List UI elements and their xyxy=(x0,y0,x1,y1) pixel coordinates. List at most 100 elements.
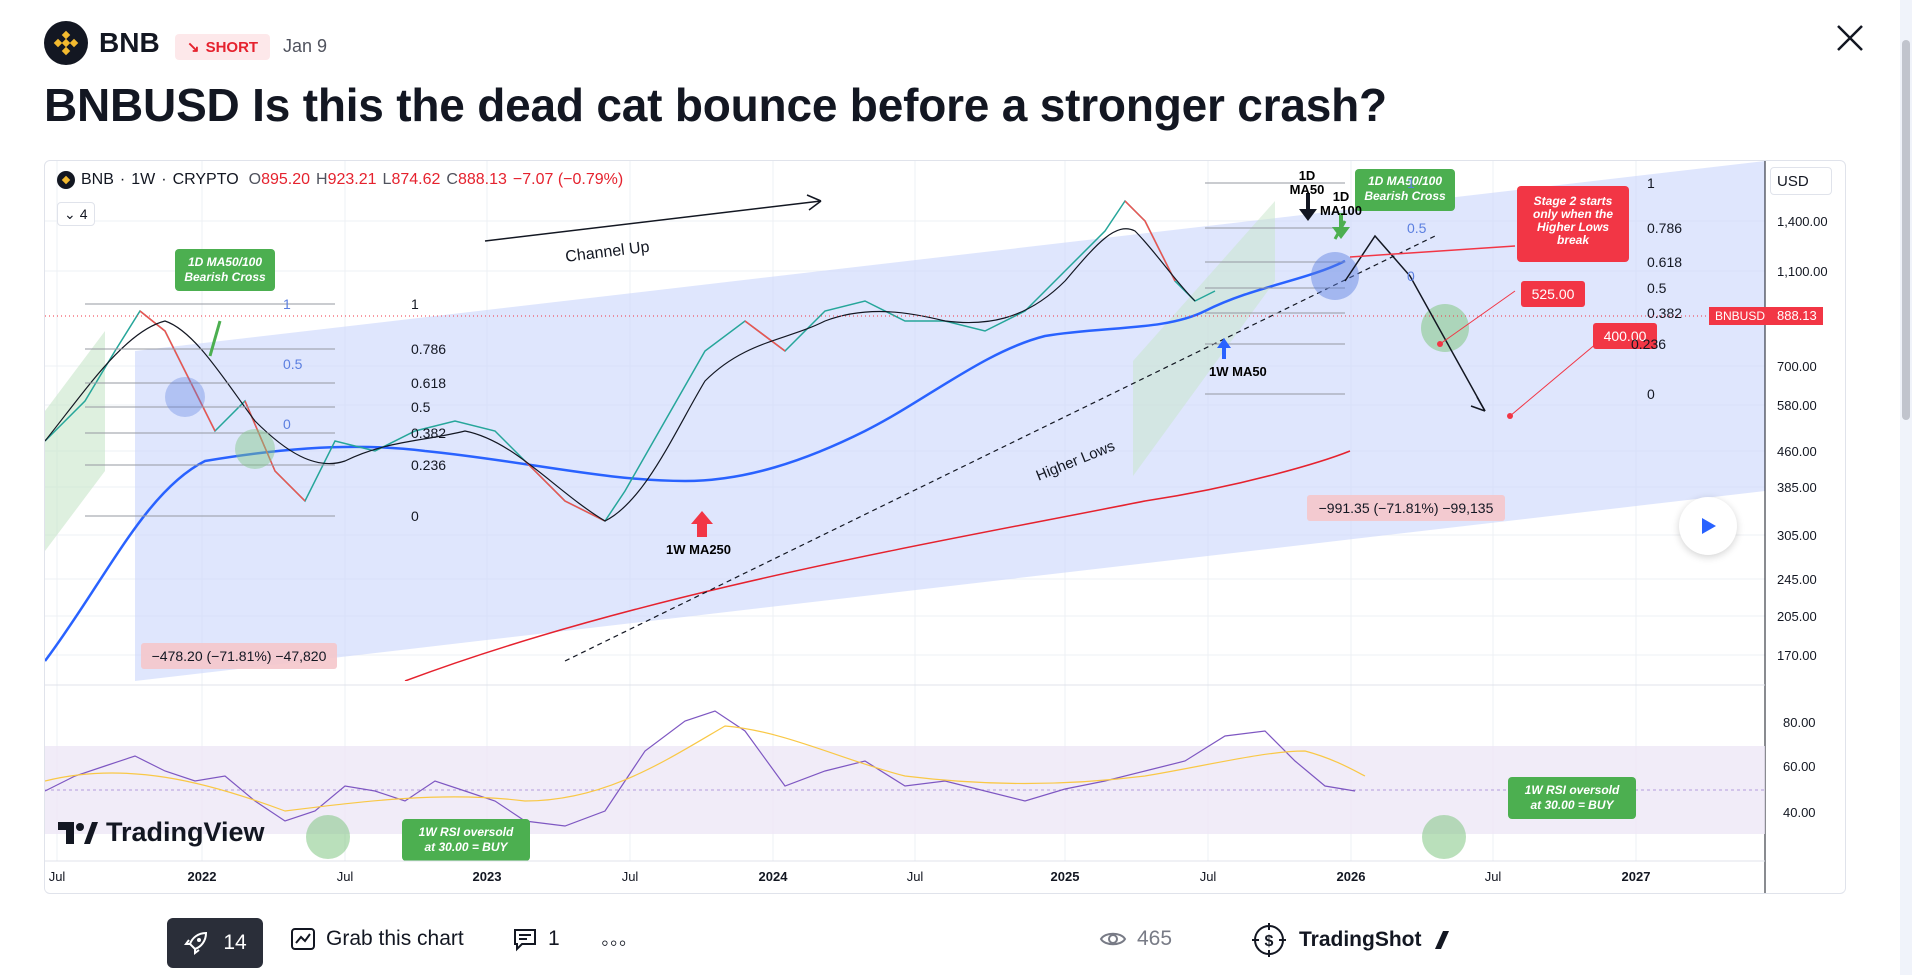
svg-text:−991.35 (−71.81%) −99,135: −991.35 (−71.81%) −99,135 xyxy=(1319,500,1494,516)
more-options-button[interactable]: ◦◦◦ xyxy=(601,930,628,955)
target-525-box xyxy=(1521,281,1585,307)
svg-text:1D: 1D xyxy=(1299,168,1316,183)
boost-button[interactable]: 14 xyxy=(167,918,263,968)
svg-text:MA50: MA50 xyxy=(1290,182,1325,197)
svg-text:0.5: 0.5 xyxy=(411,399,431,415)
svg-text:MA100: MA100 xyxy=(1320,203,1362,218)
time-tick: 2024 xyxy=(759,869,789,884)
short-badge-label: SHORT xyxy=(205,38,259,56)
svg-text:0: 0 xyxy=(1407,268,1415,284)
rocket-icon xyxy=(184,931,208,955)
symbol-link[interactable]: BNB xyxy=(99,27,160,58)
time-tick: 2025 xyxy=(1051,869,1080,884)
indicators-toggle[interactable]: ⌄ 4 xyxy=(57,202,95,226)
price-tick: 1,400.00 xyxy=(1777,214,1828,229)
chart-legend: BNB · 1W · CRYPTO O895.20 H923.21 L874.6… xyxy=(57,171,623,189)
svg-text:1: 1 xyxy=(1647,175,1655,191)
price-tick: 1,100.00 xyxy=(1777,264,1828,279)
channel-up-arrow xyxy=(484,200,822,242)
time-tick: Jul xyxy=(622,869,639,884)
bnb-small-icon xyxy=(57,171,75,189)
svg-text:1D MA50/100: 1D MA50/100 xyxy=(188,255,262,269)
svg-text:Bearish Cross: Bearish Cross xyxy=(1364,189,1446,203)
comment-icon xyxy=(514,929,536,952)
ma250-line xyxy=(404,450,1351,681)
arrow-down-right-icon: ↘ xyxy=(187,39,200,56)
rsi-oversold-left-callout xyxy=(402,819,530,861)
svg-text:$: $ xyxy=(1265,933,1274,950)
svg-text:0: 0 xyxy=(1647,386,1655,402)
target-400-box xyxy=(1593,323,1657,349)
time-tick: Jul xyxy=(1485,869,1502,884)
svg-text:0.382: 0.382 xyxy=(411,425,446,441)
idea-title: BNBUSD Is this the dead cat bounce befor… xyxy=(44,79,1387,131)
svg-text:0.786: 0.786 xyxy=(411,341,446,357)
svg-text:break: break xyxy=(1557,233,1590,247)
ma50-1w-label: 1W MA50 xyxy=(1209,364,1267,379)
svg-text:0.5: 0.5 xyxy=(1647,280,1667,296)
views-count: 465 xyxy=(1099,927,1172,951)
green-band-right xyxy=(1133,201,1275,476)
rsi-line xyxy=(45,710,1356,827)
currency-selector[interactable]: USD xyxy=(1770,167,1832,195)
highlight-circle-left xyxy=(165,377,205,417)
chart-panel[interactable]: Channel Up Higher Lows 1D MA50/100 Beari… xyxy=(44,160,1846,894)
svg-text:0: 0 xyxy=(283,416,291,432)
channel-up-band xyxy=(135,161,1765,681)
green-band-left xyxy=(45,331,105,551)
projection-path xyxy=(1344,234,1486,412)
svg-text:1W RSI oversold: 1W RSI oversold xyxy=(1525,783,1620,797)
svg-text:at 30.00 = BUY: at 30.00 = BUY xyxy=(424,840,508,854)
svg-text:1: 1 xyxy=(411,296,419,312)
svg-text:1: 1 xyxy=(1407,175,1415,191)
stage2-callout xyxy=(1517,186,1629,262)
chevron-down-icon: ⌄ xyxy=(64,205,76,222)
svg-text:Higher Lows: Higher Lows xyxy=(1537,220,1609,234)
chart-canvas[interactable]: Channel Up Higher Lows 1D MA50/100 Beari… xyxy=(45,161,1845,893)
grab-chart-button[interactable]: Grab this chart xyxy=(290,926,464,952)
svg-text:0.236: 0.236 xyxy=(1631,336,1666,352)
price-tick: 205.00 xyxy=(1777,609,1817,624)
channel-up-label: Channel Up xyxy=(564,239,650,266)
highlight-circle-right xyxy=(1311,252,1359,300)
svg-text:BNBUSD: BNBUSD xyxy=(1715,309,1765,323)
ma250-1w-label: 1W MA250 xyxy=(666,542,731,557)
svg-text:only when the: only when the xyxy=(1533,207,1613,221)
ma-1d-black xyxy=(45,228,1196,522)
time-tick: Jul xyxy=(1200,869,1217,884)
measure-left-box xyxy=(141,643,337,669)
svg-text:0.618: 0.618 xyxy=(411,375,446,391)
oversold-circle-left xyxy=(235,429,275,469)
author-link[interactable]: $ TradingShot xyxy=(1251,922,1450,958)
svg-text:1W RSI oversold: 1W RSI oversold xyxy=(419,825,514,839)
comments-button[interactable]: 1 xyxy=(512,926,560,952)
tradingview-logo-icon xyxy=(58,821,98,844)
chart-grab-icon xyxy=(291,928,315,950)
play-replay-button[interactable] xyxy=(1679,497,1737,555)
time-tick: Jul xyxy=(49,869,66,884)
rsi-tick: 60.00 xyxy=(1783,759,1816,774)
rsi-signal-line xyxy=(45,725,1366,812)
time-tick: 2027 xyxy=(1622,869,1651,884)
eye-icon xyxy=(1099,932,1127,946)
arrow-up-1w-ma50 xyxy=(1217,338,1231,359)
svg-text:0.382: 0.382 xyxy=(1647,305,1682,321)
svg-text:0.618: 0.618 xyxy=(1647,254,1682,270)
price-tick: 245.00 xyxy=(1777,572,1817,587)
price-tick: 170.00 xyxy=(1777,648,1817,663)
close-icon[interactable] xyxy=(1833,21,1867,55)
time-tick: Jul xyxy=(907,869,924,884)
svg-text:Bearish Cross: Bearish Cross xyxy=(184,270,266,284)
tradingview-logo: TradingView xyxy=(58,817,265,848)
svg-text:0.786: 0.786 xyxy=(1647,220,1682,236)
rsi-oversold-right-callout xyxy=(1508,777,1636,819)
scrollbar-thumb[interactable] xyxy=(1902,40,1910,420)
bnb-logo-icon[interactable] xyxy=(44,21,88,65)
time-tick: 2026 xyxy=(1337,869,1366,884)
verified-slash-icon xyxy=(1434,931,1449,949)
ma50-line xyxy=(45,259,1346,662)
svg-text:525.00: 525.00 xyxy=(1532,286,1575,302)
svg-text:at 30.00 = BUY: at 30.00 = BUY xyxy=(1530,798,1614,812)
price-path-red xyxy=(139,200,1176,522)
bearish-cross-right-callout xyxy=(1355,169,1455,211)
